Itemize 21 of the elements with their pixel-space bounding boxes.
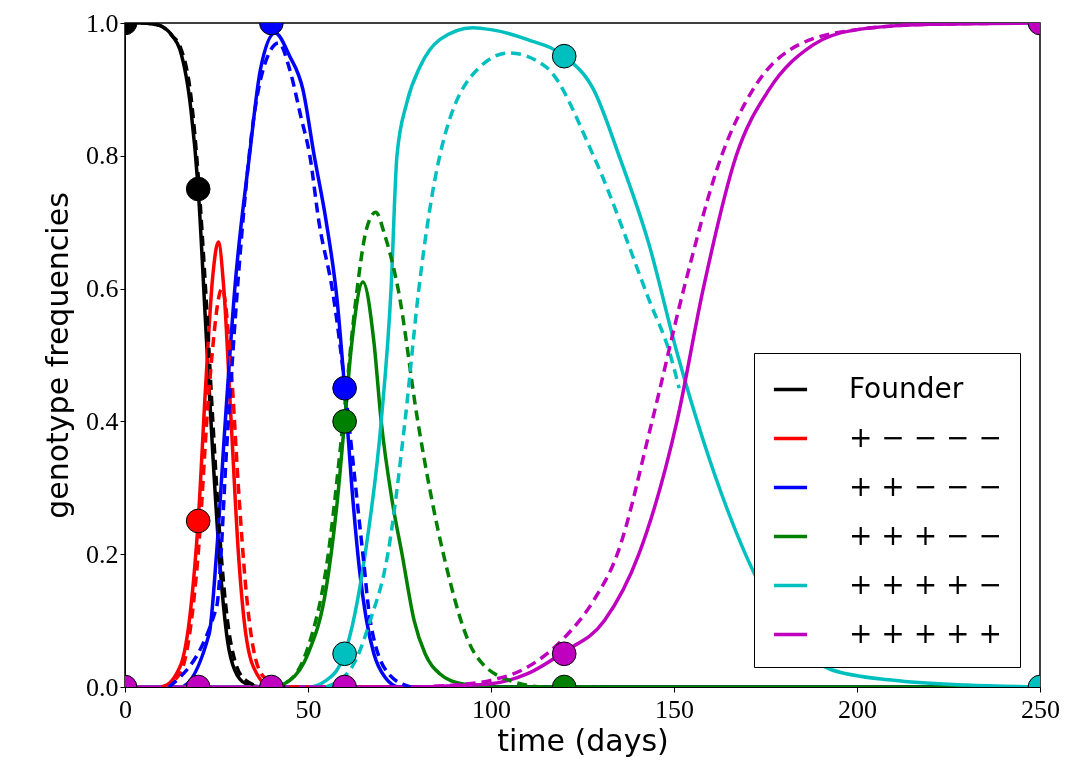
legend-label: + + − − − [849, 469, 1002, 503]
x-tick-label: 200 [838, 694, 877, 724]
line-series [324, 51, 681, 687]
y-tick-label: 0.2 [86, 539, 119, 569]
y-tick-label: 0.8 [86, 141, 119, 171]
x-tick-label: 250 [1021, 694, 1060, 724]
y-tick-label: 1.0 [86, 8, 119, 38]
x-tick-label: 0 [119, 694, 132, 724]
y-tick-label: 0.0 [86, 672, 119, 702]
legend-label: + + + + − [849, 567, 1002, 601]
x-tick-label: 50 [295, 694, 322, 724]
x-tick-label: 100 [472, 694, 511, 724]
x-tick-label: 150 [655, 694, 694, 724]
legend-label: + + + − − [849, 518, 1002, 552]
y-tick-label: 0.6 [86, 274, 119, 304]
y-tick-label: 0.4 [86, 406, 119, 436]
legend-label: + + + + + [849, 616, 1002, 650]
x-axis-title: time (days) [497, 722, 669, 758]
y-axis-title: genotype frequencies [40, 192, 75, 519]
legend-label: + − − − − [849, 420, 1002, 454]
legend-label: Founder [849, 371, 964, 405]
